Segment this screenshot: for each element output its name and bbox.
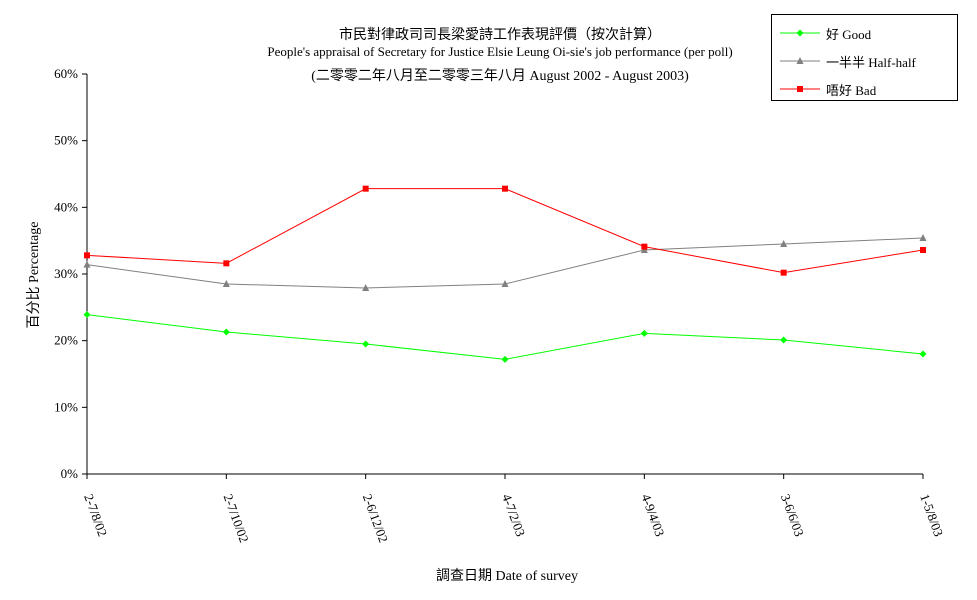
x-tick-label: 2-7/10/02 — [221, 492, 252, 545]
data-point-0 — [222, 328, 230, 336]
data-point-0 — [501, 355, 509, 363]
x-axis-title: 調查日期 Date of survey — [436, 569, 578, 584]
legend-swatch-good — [780, 29, 820, 37]
legend-swatch-bad — [780, 86, 820, 92]
legend-marker — [796, 29, 804, 37]
legend: 好 Good 一半半 Half-half 唔好 Bad — [771, 14, 958, 101]
x-tick-label: 4-7/2/03 — [499, 492, 528, 539]
y-tick-label: 0% — [61, 466, 79, 481]
data-point-0 — [83, 311, 91, 319]
data-point-2 — [780, 269, 787, 276]
legend-item-bad: 唔好 Bad — [778, 80, 876, 98]
legend-label-half: 一半半 Half-half — [826, 54, 916, 70]
y-tick-label: 30% — [54, 266, 78, 281]
legend-item-half: 一半半 Half-half — [778, 52, 916, 70]
y-axis-title: 百分比 Percentage — [27, 221, 42, 329]
x-tick-label: 4-9/4/03 — [639, 492, 668, 539]
data-point-1 — [222, 280, 230, 287]
data-point-2 — [502, 185, 508, 192]
series-line-2 — [86, 188, 924, 274]
legend-marker — [797, 86, 803, 92]
y-tick-label: 20% — [54, 333, 78, 348]
data-point-1 — [501, 280, 509, 287]
data-point-0 — [780, 336, 788, 344]
x-tick-label: 1-5/8/03 — [917, 492, 946, 539]
legend-marker — [796, 57, 804, 64]
y-tick-label: 10% — [54, 399, 78, 414]
chart-title: 市民對律政司司長梁愛詩工作表現評價（按次計算） — [339, 28, 661, 43]
data-point-0 — [362, 340, 370, 348]
data-point-2 — [223, 260, 230, 267]
legend-swatch-half — [780, 57, 820, 64]
data-point-1 — [83, 260, 91, 268]
data-point-2 — [84, 252, 90, 259]
x-tick-label: 2-6/12/02 — [360, 492, 391, 545]
legend-label-bad: 唔好 Bad — [826, 82, 877, 98]
legend-label-good: 好 Good — [826, 26, 872, 42]
x-tick-label: 2-7/8/02 — [81, 492, 110, 539]
data-point-2 — [362, 185, 369, 192]
y-tick-label: 40% — [54, 199, 78, 214]
data-point-0 — [919, 350, 927, 358]
legend-item-good: 好 Good — [778, 24, 871, 42]
data-point-2 — [641, 243, 648, 250]
y-tick-label: 50% — [54, 133, 78, 148]
series-line-0 — [86, 314, 924, 360]
data-point-1 — [919, 234, 927, 241]
data-point-2 — [920, 247, 926, 253]
chart-period: (二零零二年八月至二零零三年八月 August 2002 - August 20… — [311, 69, 689, 84]
data-point-1 — [780, 240, 788, 247]
y-tick-label: 60% — [54, 66, 78, 81]
x-tick-label: 3-6/6/03 — [778, 492, 807, 539]
data-point-0 — [640, 329, 648, 337]
data-point-1 — [362, 284, 370, 291]
chart-subtitle: People's appraisal of Secretary for Just… — [267, 44, 733, 59]
